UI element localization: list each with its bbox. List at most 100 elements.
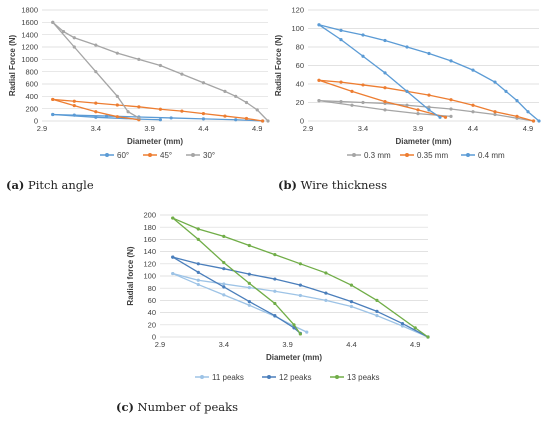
data-point-b-0 xyxy=(383,108,387,112)
series-line-a-0-loading xyxy=(52,113,263,122)
caption-a-letter: (a) xyxy=(6,178,25,192)
data-point-c-1 xyxy=(247,272,251,276)
data-point-b-2 xyxy=(361,54,365,58)
data-point-a-0 xyxy=(169,116,173,120)
data-point-b-1 xyxy=(383,99,387,104)
legend-marker-a-2 xyxy=(191,153,195,157)
data-point-c-1 xyxy=(222,267,226,271)
data-point-b-0 xyxy=(471,110,475,114)
data-point-b-0 xyxy=(317,99,321,103)
x-axis-title-a: Diameter (mm) xyxy=(127,137,183,146)
data-point-b-1 xyxy=(350,89,354,93)
y-tick-label-b: 40 xyxy=(296,80,304,89)
y-tick-label-a: 200 xyxy=(25,104,38,113)
y-tick-label-b: 0 xyxy=(300,117,304,126)
data-point-c-0 xyxy=(171,271,175,276)
data-point-c-2 xyxy=(298,332,302,336)
x-tick-label-c: 2.9 xyxy=(155,340,165,349)
legend-label-b-0: 0.3 mm xyxy=(364,151,391,160)
y-tick-label-a: 0 xyxy=(34,117,38,126)
data-point-c-2 xyxy=(273,301,277,306)
data-point-b-2 xyxy=(537,119,541,123)
data-point-b-1 xyxy=(471,103,475,107)
data-point-c-2 xyxy=(196,237,200,241)
chart-c: 0 20 40 60 80 100 120 140 160 180 200 2.9 3.4 3.9 4.4 4… xyxy=(126,211,430,382)
data-point-a-1 xyxy=(94,101,98,105)
y-tick-label-c: 140 xyxy=(143,247,156,256)
data-point-a-2 xyxy=(266,119,270,123)
data-point-b-1 xyxy=(361,83,365,87)
data-point-a-1 xyxy=(115,103,119,107)
data-point-c-2 xyxy=(324,271,328,275)
x-tick-label-a: 3.9 xyxy=(144,124,154,133)
data-point-b-2 xyxy=(405,89,409,93)
series-line-c-2-loading xyxy=(172,217,429,338)
y-tick-label-c: 40 xyxy=(148,308,156,317)
data-point-a-1 xyxy=(115,115,119,119)
y-tick-label-c: 180 xyxy=(143,223,156,232)
legend-marker-c-2 xyxy=(335,375,339,379)
data-point-c-0 xyxy=(273,289,277,293)
y-tick-label-a: 1200 xyxy=(21,43,38,52)
legend-marker-b-0 xyxy=(352,153,356,157)
legend-label-c-2: 13 peaks xyxy=(347,373,379,382)
data-point-c-2 xyxy=(222,260,226,265)
x-tick-label-a: 2.9 xyxy=(37,124,47,133)
data-point-c-1 xyxy=(273,277,277,281)
y-axis-title-c: Radial force (N) xyxy=(126,246,135,305)
data-point-b-2 xyxy=(339,28,343,32)
series-line-a-2-unloading xyxy=(52,21,140,119)
data-point-b-2 xyxy=(427,108,431,112)
data-point-a-2 xyxy=(223,89,227,93)
legend-marker-b-1 xyxy=(405,153,409,157)
data-point-b-2 xyxy=(504,89,508,93)
data-point-b-1 xyxy=(383,86,387,90)
data-point-c-0 xyxy=(247,285,251,290)
legend-marker-c-1 xyxy=(267,375,271,379)
data-point-a-2 xyxy=(158,63,162,68)
y-tick-label-b: 80 xyxy=(296,43,304,52)
data-point-c-2 xyxy=(292,323,296,327)
data-point-b-0 xyxy=(493,112,497,117)
data-point-b-1 xyxy=(339,80,343,84)
data-point-a-1 xyxy=(51,97,55,102)
data-point-a-2 xyxy=(94,43,98,47)
legend-marker-c-0 xyxy=(200,375,204,379)
data-point-b-2 xyxy=(427,51,431,56)
data-point-a-2 xyxy=(180,72,184,76)
x-tick-label-c: 3.9 xyxy=(282,340,292,349)
legend-label-b-2: 0.4 mm xyxy=(478,151,505,160)
chart-b: 0 20 40 60 80 100 120 2.9 3.4 3.9 4.4 4.9 Diameter (… xyxy=(275,6,541,160)
data-point-b-2 xyxy=(438,115,442,119)
data-point-b-1 xyxy=(443,115,448,119)
y-tick-label-b: 120 xyxy=(291,6,304,15)
legend-marker-a-1 xyxy=(148,153,152,157)
data-point-a-1 xyxy=(72,99,76,103)
data-point-a-1 xyxy=(158,107,162,111)
legend-label-b-1: 0.35 mm xyxy=(417,151,448,160)
data-point-b-2 xyxy=(383,71,387,75)
data-point-b-2 xyxy=(515,99,519,103)
legend-marker-b-2 xyxy=(466,153,470,157)
data-point-c-1 xyxy=(222,285,226,289)
data-point-b-1 xyxy=(317,78,321,82)
data-point-c-2 xyxy=(298,262,302,266)
caption-a: (a) Pitch angle xyxy=(6,178,94,192)
y-tick-label-a: 1000 xyxy=(21,55,38,64)
y-tick-label-c: 0 xyxy=(152,333,156,342)
data-point-c-1 xyxy=(324,291,328,295)
data-point-c-1 xyxy=(298,283,302,287)
x-axis-title-b: Diameter (mm) xyxy=(395,137,451,146)
data-point-b-0 xyxy=(427,105,431,109)
data-point-c-2 xyxy=(349,283,354,287)
data-point-c-2 xyxy=(247,243,251,248)
data-point-c-0 xyxy=(196,278,200,282)
data-point-a-1 xyxy=(244,116,249,121)
data-point-a-2 xyxy=(137,116,141,120)
data-point-b-1 xyxy=(515,114,519,118)
legend-label-c-1: 12 peaks xyxy=(279,373,311,382)
caption-c: (c) Number of peaks xyxy=(116,400,238,414)
data-point-b-2 xyxy=(383,38,387,43)
x-tick-label-a: 4.4 xyxy=(198,124,208,133)
data-point-a-1 xyxy=(261,119,265,123)
